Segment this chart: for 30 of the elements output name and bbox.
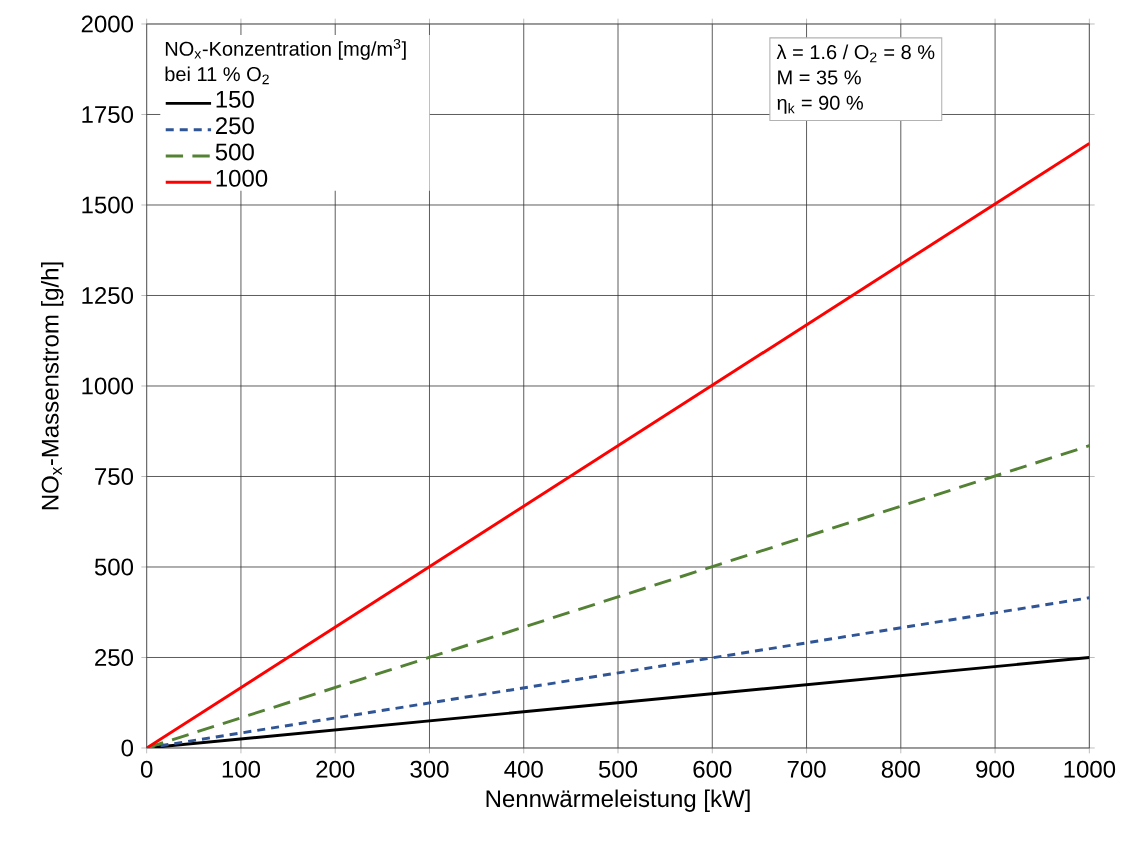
x-tick-label: 0 xyxy=(140,760,153,778)
x-tick-label: 600 xyxy=(693,760,732,778)
legend-label: 250 xyxy=(215,117,254,135)
x-tick-label: 1000 xyxy=(1064,760,1116,778)
x-tick-label: 400 xyxy=(504,760,543,778)
y-tick-label: 1750 xyxy=(82,105,134,123)
legend-label: 500 xyxy=(215,143,254,161)
legend-label: 150 xyxy=(216,90,254,108)
legend-label: 1000 xyxy=(216,169,268,187)
annotation: η$_{k}$ = 90 % xyxy=(777,95,863,114)
annotation: λ = 1.6 / O$_{2}$ = 8 % xyxy=(776,44,935,63)
x-tick-label: 200 xyxy=(316,760,355,778)
x-tick-label: 100 xyxy=(222,760,261,778)
x-axis-title: Nennwärmeleistung [kW] xyxy=(486,789,750,812)
y-tick-label: 0 xyxy=(121,739,134,757)
x-tick-label: 500 xyxy=(598,760,638,778)
x-tick-label: 300 xyxy=(410,760,449,778)
y-tick-label: 250 xyxy=(95,648,134,666)
y-tick-label: 1500 xyxy=(82,196,134,214)
y-tick-label: 2000 xyxy=(81,15,134,33)
y-tick-label: 750 xyxy=(95,467,134,485)
y-tick-label: 1250 xyxy=(82,286,134,304)
x-tick-label: 700 xyxy=(787,760,826,778)
x-tick-label: 900 xyxy=(976,760,1015,778)
y-tick-label: 1000 xyxy=(82,377,134,395)
y-axis-title: NO$_{x}$-Massenstrom [g/h] xyxy=(41,262,64,510)
x-tick-label: 800 xyxy=(881,760,920,778)
y-tick-label: 500 xyxy=(94,558,134,576)
text: NO$_{x}$-Konzentration [mg/m$^{3}$] bei 11 % O$_{2}$ xyxy=(165,38,406,85)
annotation: M = 35 % xyxy=(778,70,861,85)
